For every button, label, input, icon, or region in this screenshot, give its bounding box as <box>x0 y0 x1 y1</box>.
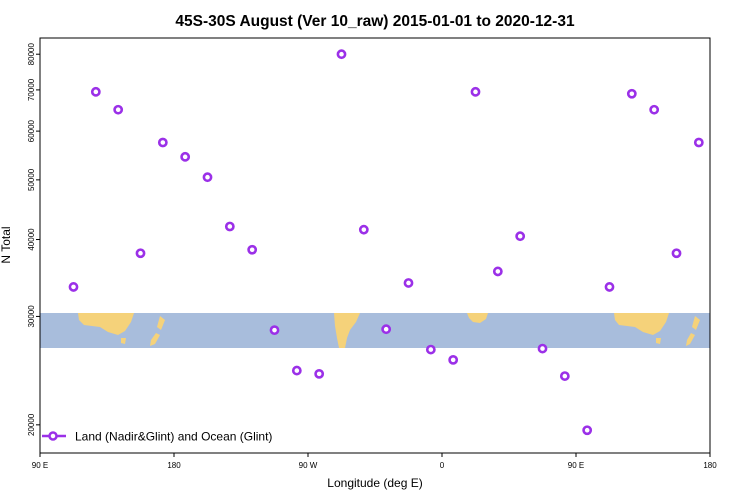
data-point <box>515 231 526 242</box>
data-point <box>314 368 325 379</box>
data-point <box>180 151 191 162</box>
data-point <box>492 266 503 277</box>
y-tick-label: 40000 <box>27 228 36 251</box>
data-point <box>90 86 101 97</box>
data-point <box>157 137 168 148</box>
data-point <box>113 104 124 115</box>
data-point <box>202 172 213 183</box>
y-tick-label: 30000 <box>27 305 36 328</box>
legend: Land (Nadir&Glint) and Ocean (Glint) <box>42 430 272 444</box>
land-masses <box>78 313 700 348</box>
data-point <box>626 88 637 99</box>
y-axis-label: N Total <box>0 226 13 263</box>
map-background <box>40 313 710 348</box>
y-tick-label: 80000 <box>27 43 36 66</box>
data-point <box>381 324 392 335</box>
data-point <box>336 49 347 60</box>
x-tick-label: 0 <box>440 461 445 470</box>
data-point <box>403 278 414 288</box>
data-point <box>358 224 369 235</box>
x-axis: 90 E 180 90 W 0 90 E 180 <box>32 453 717 470</box>
y-tick-label: 20000 <box>27 413 36 436</box>
data-point <box>135 248 146 259</box>
plot-frame <box>39 37 711 454</box>
y-tick-label: 60000 <box>27 119 36 142</box>
chart-title: 45S-30S August (Ver 10_raw) 2015-01-01 t… <box>175 13 575 30</box>
x-tick-label: 90 W <box>299 461 318 470</box>
data-point <box>247 244 258 255</box>
data-point <box>269 325 280 336</box>
ocean-band <box>40 313 710 348</box>
data-point <box>693 137 704 148</box>
legend-marker <box>48 431 58 441</box>
x-tick-label: 90 E <box>32 461 48 470</box>
data-point <box>582 425 593 436</box>
data-point <box>559 371 570 381</box>
y-tick-label: 70000 <box>27 78 36 101</box>
data-point <box>291 365 302 376</box>
data-point <box>537 343 548 354</box>
legend-label: Land (Nadir&Glint) and Ocean (Glint) <box>75 430 272 444</box>
data-point <box>604 282 615 292</box>
x-tick-label: 180 <box>703 461 717 470</box>
data-point <box>671 248 682 259</box>
data-point <box>224 221 235 232</box>
data-point <box>470 86 481 97</box>
x-tick-label: 180 <box>167 461 181 470</box>
y-axis: 20000 30000 40000 50000 60000 70000 80000 <box>27 43 40 436</box>
data-points <box>68 49 704 436</box>
data-point <box>68 282 79 292</box>
y-tick-label: 50000 <box>27 168 36 191</box>
data-point <box>448 354 459 365</box>
x-axis-label: Longitude (deg E) <box>327 476 422 490</box>
data-point <box>425 344 436 355</box>
data-point <box>649 104 660 115</box>
x-tick-label: 90 E <box>568 461 584 470</box>
